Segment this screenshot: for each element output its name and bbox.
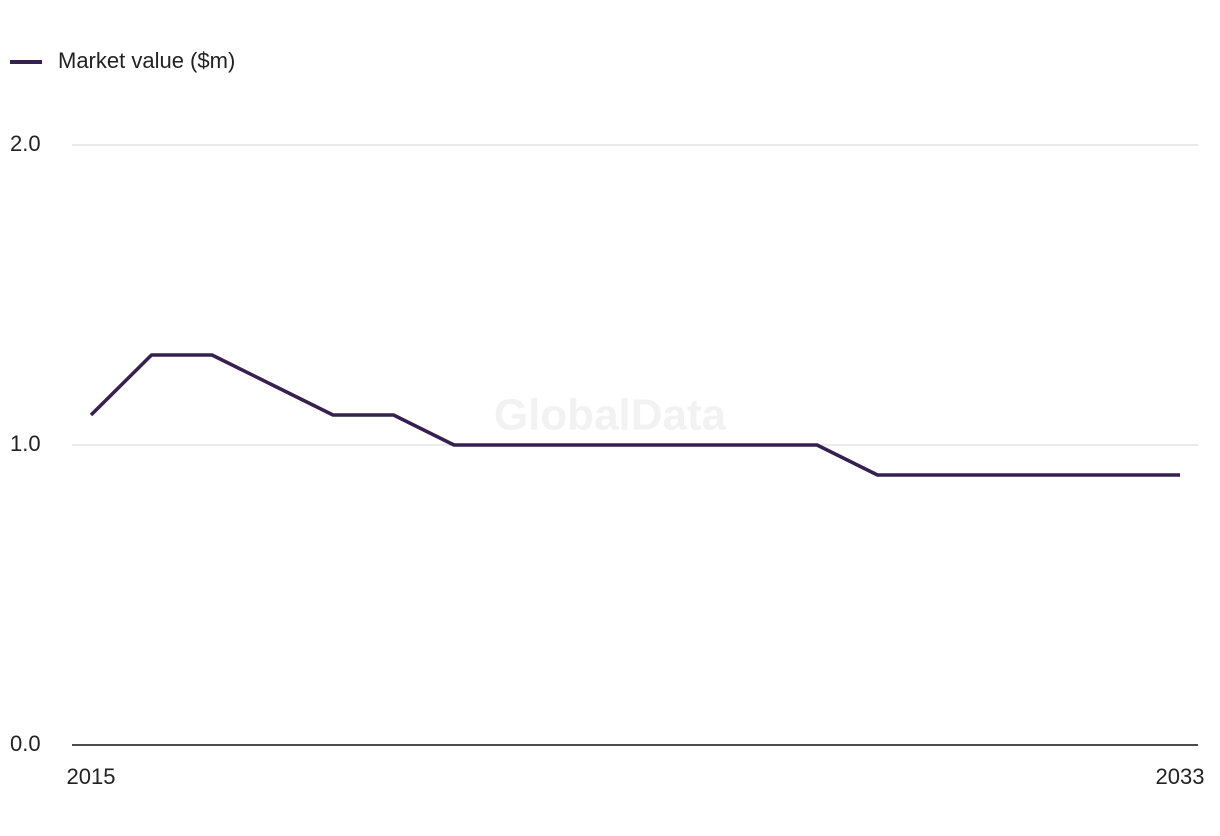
line xyxy=(89,353,1180,477)
x-tick-label: 2033 xyxy=(1156,764,1205,789)
x-tick-label: 2015 xyxy=(67,764,116,789)
y-tick-label: 0.0 xyxy=(10,731,41,756)
watermark: GlobalData xyxy=(494,391,727,440)
y-tick-label: 2.0 xyxy=(10,131,41,156)
y-tick-label: 1.0 xyxy=(10,431,41,456)
legend-label: Market value ($m) xyxy=(58,48,235,73)
